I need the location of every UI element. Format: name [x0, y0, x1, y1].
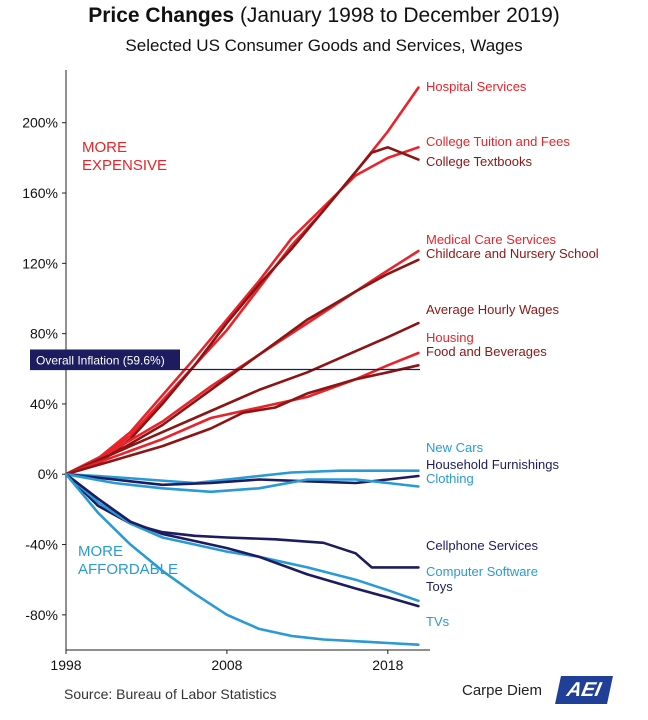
series-line-tvs	[64, 472, 420, 647]
chart-title: Price Changes (January 1998 to December …	[88, 4, 560, 27]
series-label-cellphone-services: Cellphone Services	[426, 538, 539, 553]
more-expensive-note: MORE EXPENSIVE	[82, 139, 167, 174]
y-tick-label: 200%	[22, 115, 58, 131]
y-tick-label: 120%	[22, 255, 58, 271]
brand-name: Carpe Diem	[462, 682, 543, 699]
series-label-new-cars: New Cars	[426, 440, 484, 455]
series-label-housing: Housing	[426, 330, 474, 345]
x-tick-label: 2008	[211, 657, 242, 673]
axes: -80% -40% 0% 40% 80% 120% 160% 200% 1998 2008 2018	[22, 70, 430, 673]
series-label-household-furnishings: Household Furnishings	[426, 457, 559, 472]
annotations: Overall Inflation (59.6%) MORE EXPENSIVE MO…	[30, 139, 420, 578]
inflation-label: Overall Inflation (59.6%)	[36, 353, 165, 367]
series-line-college-tuition-and-fees	[64, 146, 420, 476]
x-tick-label: 2018	[372, 657, 403, 673]
source-note: Source: Bureau of Labor Statistics	[64, 686, 277, 702]
series-labels: Hospital Services College Tuition and Fee…	[426, 79, 599, 629]
series-label-average-hourly-wages: Average Hourly Wages	[426, 302, 559, 317]
series-line-clothing	[64, 472, 420, 494]
series-line-computer-software	[64, 472, 420, 603]
series-label-clothing: Clothing	[426, 471, 474, 486]
series-label-medical-care-services: Medical Care Services	[426, 232, 557, 247]
series-line-food-and-beverages	[64, 363, 420, 476]
series-line-average-hourly-wages	[64, 321, 420, 476]
series-label-food-and-beverages: Food and Beverages	[426, 344, 547, 359]
series-line-toys	[64, 472, 420, 608]
series-label-hospital-services: Hospital Services	[426, 79, 527, 94]
aei-logo: AEI	[555, 676, 613, 704]
series-lines	[64, 86, 420, 647]
inflation-label-box	[30, 349, 180, 370]
chart-subtitle: Selected US Consumer Goods and Services,…	[125, 36, 523, 55]
series-label-toys: Toys	[426, 579, 453, 594]
y-tick-label: 80%	[30, 326, 58, 342]
series-label-tvs: TVs	[426, 614, 450, 629]
series-label-childcare-and-nursery-school: Childcare and Nursery School	[426, 246, 599, 261]
y-tick-label: -80%	[25, 607, 58, 623]
y-tick-label: 40%	[30, 396, 58, 412]
series-label-college-tuition-and-fees: College Tuition and Fees	[426, 134, 570, 149]
series-label-college-textbooks: College Textbooks	[426, 154, 532, 169]
series-label-computer-software: Computer Software	[426, 564, 538, 579]
y-tick-label: 160%	[22, 185, 58, 201]
series-line-childcare-and-nursery-school	[64, 258, 420, 476]
series-line-new-cars	[64, 469, 420, 485]
y-tick-label: 0%	[38, 466, 58, 482]
y-tick-label: -40%	[25, 537, 58, 553]
more-affordable-note: MORE AFFORDABLE	[78, 543, 178, 578]
x-tick-label: 1998	[50, 657, 81, 673]
